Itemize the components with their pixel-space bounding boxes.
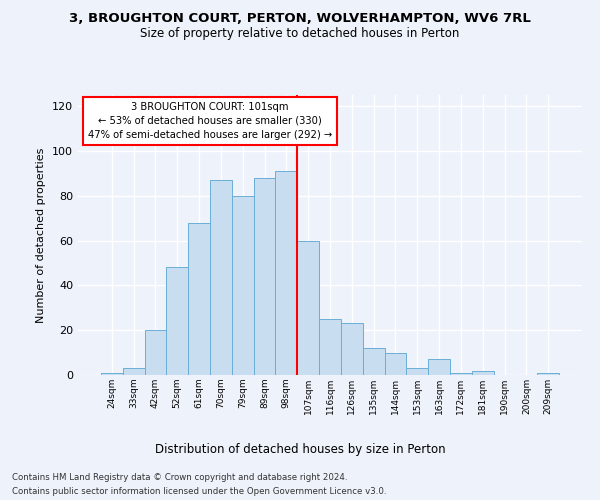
Bar	[210, 180, 232, 375]
Bar	[188, 222, 210, 375]
Bar	[450, 373, 472, 375]
Text: Size of property relative to detached houses in Perton: Size of property relative to detached ho…	[140, 28, 460, 40]
Bar	[406, 368, 428, 375]
Text: Contains public sector information licensed under the Open Government Licence v3: Contains public sector information licen…	[12, 488, 386, 496]
Bar	[101, 373, 123, 375]
Bar	[166, 268, 188, 375]
Bar	[319, 319, 341, 375]
Text: Contains HM Land Registry data © Crown copyright and database right 2024.: Contains HM Land Registry data © Crown c…	[12, 472, 347, 482]
Bar	[537, 373, 559, 375]
Bar	[254, 178, 275, 375]
Bar	[341, 324, 363, 375]
Y-axis label: Number of detached properties: Number of detached properties	[37, 148, 46, 322]
Bar	[385, 352, 406, 375]
Bar	[428, 360, 450, 375]
Text: 3 BROUGHTON COURT: 101sqm
← 53% of detached houses are smaller (330)
47% of semi: 3 BROUGHTON COURT: 101sqm ← 53% of detac…	[88, 102, 332, 140]
Bar	[275, 171, 297, 375]
Bar	[123, 368, 145, 375]
Bar	[363, 348, 385, 375]
Bar	[232, 196, 254, 375]
Text: Distribution of detached houses by size in Perton: Distribution of detached houses by size …	[155, 442, 445, 456]
Bar	[472, 370, 494, 375]
Bar	[297, 240, 319, 375]
Text: 3, BROUGHTON COURT, PERTON, WOLVERHAMPTON, WV6 7RL: 3, BROUGHTON COURT, PERTON, WOLVERHAMPTO…	[69, 12, 531, 26]
Bar	[145, 330, 166, 375]
